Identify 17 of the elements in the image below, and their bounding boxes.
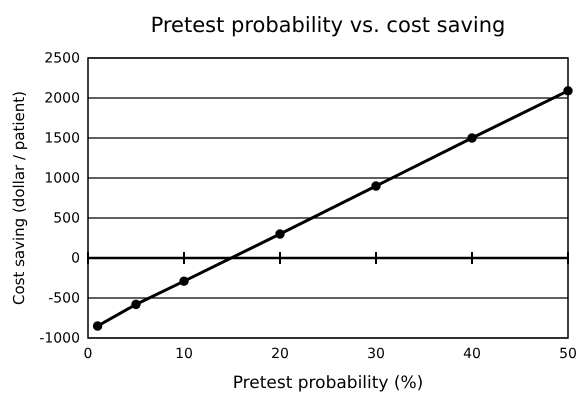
y-tick-label: 0: [71, 250, 80, 266]
x-axis-title: Pretest probability (%): [232, 373, 424, 393]
y-tick-label: 1000: [44, 170, 80, 186]
y-tick-label: 2000: [44, 90, 80, 106]
x-tick-label: 40: [463, 346, 481, 362]
y-tick-label: 1500: [44, 130, 80, 146]
y-tick-label: -500: [48, 290, 80, 306]
x-tick-label: 50: [559, 346, 577, 362]
y-tick-label: -1000: [39, 330, 80, 346]
x-tick-label: 30: [367, 346, 385, 362]
y-tick-label: 500: [53, 210, 80, 226]
x-tick-label: 20: [271, 346, 289, 362]
y-tick-label: 2500: [44, 50, 80, 66]
chart-title: Pretest probability vs. cost saving: [150, 13, 506, 37]
y-axis-title: Cost saving (dollar / patient): [10, 90, 28, 306]
x-tick-label: 10: [175, 346, 193, 362]
x-tick-label: 0: [84, 346, 92, 362]
